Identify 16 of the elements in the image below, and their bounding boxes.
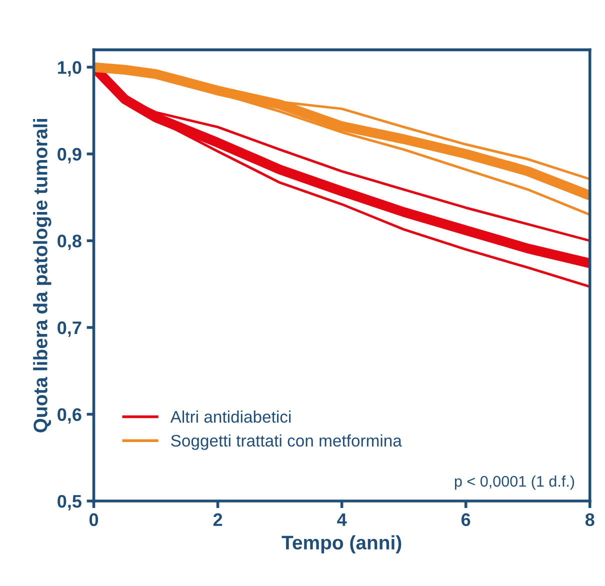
y-tick-label: 0,8 <box>58 234 82 250</box>
y-axis-title: Quota libera da patologie tumorali <box>33 119 52 432</box>
legend-label: Altri antidiabetici <box>170 410 291 423</box>
x-tick-label: 6 <box>461 513 470 526</box>
x-tick-label: 4 <box>337 514 347 526</box>
y-tick-label: 0,6 <box>58 408 82 424</box>
y-tick-label: 0,5 <box>58 494 82 510</box>
x-tick-label: 2 <box>213 513 222 526</box>
y-tick-label: 0,7 <box>58 321 82 337</box>
x-tick-label: 8 <box>585 513 594 526</box>
legend-label: Soggetti trattati con metformina <box>171 434 402 450</box>
y-tick-label: 1,0 <box>58 61 82 77</box>
x-axis-title: Tempo (anni) <box>282 535 402 554</box>
annotation: p < 0,0001 (1 d.f.) <box>454 476 574 490</box>
y-tick-label: 0,9 <box>58 148 82 164</box>
x-tick-label: 0 <box>89 513 98 526</box>
